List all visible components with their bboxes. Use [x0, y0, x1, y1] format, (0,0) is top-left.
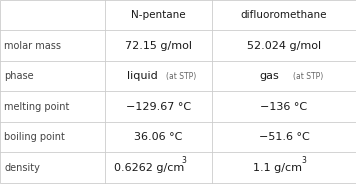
Text: 1.1 g/cm: 1.1 g/cm — [253, 163, 302, 173]
Text: density: density — [4, 163, 40, 173]
Text: 0.6262 g/cm: 0.6262 g/cm — [114, 163, 185, 173]
Text: phase: phase — [4, 71, 34, 81]
Text: (at STP): (at STP) — [167, 72, 197, 81]
Text: N-pentane: N-pentane — [131, 10, 186, 20]
Text: boiling point: boiling point — [4, 132, 65, 142]
Text: difluoromethane: difluoromethane — [241, 10, 327, 20]
Text: gas: gas — [260, 71, 279, 81]
Text: 36.06 °C: 36.06 °C — [134, 132, 183, 142]
Text: 3: 3 — [301, 156, 306, 165]
Text: (at STP): (at STP) — [293, 72, 323, 81]
Text: 72.15 g/mol: 72.15 g/mol — [125, 41, 192, 51]
Text: molar mass: molar mass — [4, 41, 61, 51]
Text: 3: 3 — [182, 156, 187, 165]
Text: liquid: liquid — [127, 71, 158, 81]
Text: −136 °C: −136 °C — [260, 102, 308, 112]
Text: 52.024 g/mol: 52.024 g/mol — [247, 41, 321, 51]
Text: melting point: melting point — [4, 102, 70, 112]
Text: −51.6 °C: −51.6 °C — [258, 132, 309, 142]
Text: −129.67 °C: −129.67 °C — [126, 102, 191, 112]
